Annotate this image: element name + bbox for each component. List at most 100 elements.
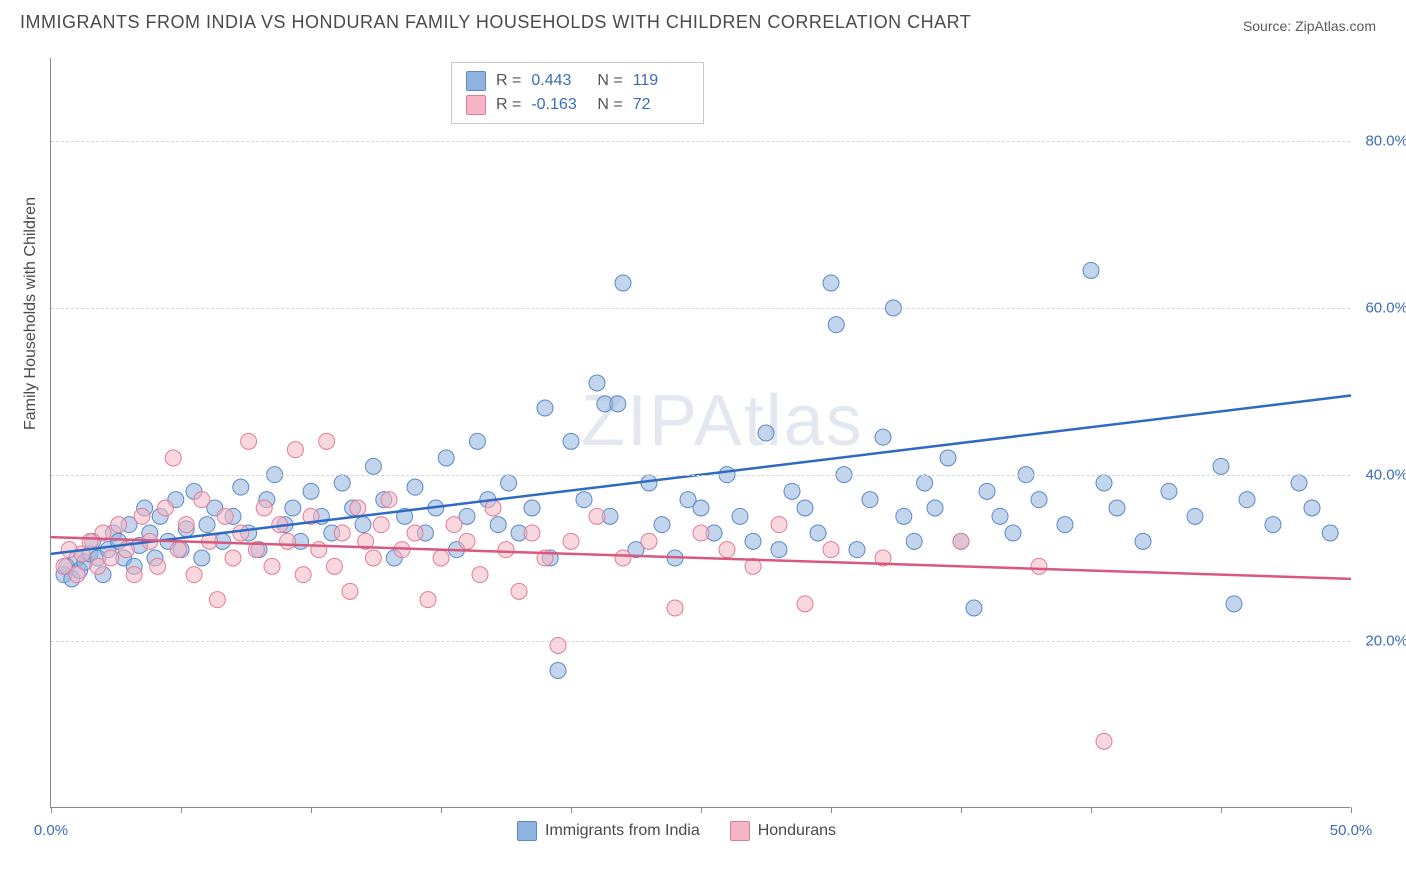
legend-item-india: Immigrants from India [517, 821, 700, 841]
data-point-india [641, 475, 657, 491]
data-point-hondurans [407, 525, 423, 541]
data-point-india [771, 542, 787, 558]
stats-box: R =0.443N =119R =-0.163N =72 [451, 62, 704, 124]
legend-label-india: Immigrants from India [545, 822, 700, 840]
data-point-hondurans [225, 550, 241, 566]
data-point-india [407, 479, 423, 495]
stats-n-label: N = [597, 96, 622, 114]
data-point-india [906, 533, 922, 549]
stats-row-hondurans: R =-0.163N =72 [466, 93, 689, 117]
data-point-india [992, 508, 1008, 524]
data-point-india [501, 475, 517, 491]
x-tick [1221, 807, 1222, 813]
data-point-india [1213, 458, 1229, 474]
stats-n-value-hondurans: 72 [633, 96, 689, 114]
data-point-india [194, 550, 210, 566]
stats-n-value-india: 119 [633, 72, 689, 90]
x-tick-label: 0.0% [34, 822, 68, 839]
data-point-hondurans [194, 492, 210, 508]
data-point-hondurans [311, 542, 327, 558]
gridline-h [51, 475, 1350, 476]
data-point-hondurans [157, 500, 173, 516]
data-point-india [1057, 517, 1073, 533]
gridline-h [51, 141, 1350, 142]
data-point-india [745, 533, 761, 549]
swatch-hondurans [466, 95, 486, 115]
legend-swatch-india [517, 821, 537, 841]
data-point-hondurans [233, 525, 249, 541]
data-point-hondurans [150, 558, 166, 574]
stats-row-india: R =0.443N =119 [466, 69, 689, 93]
data-point-hondurans [365, 550, 381, 566]
data-point-india [365, 458, 381, 474]
data-point-india [1187, 508, 1203, 524]
data-point-hondurans [420, 592, 436, 608]
data-point-india [1226, 596, 1242, 612]
data-point-hondurans [126, 567, 142, 583]
data-point-india [784, 483, 800, 499]
data-point-hondurans [550, 638, 566, 654]
x-tick [701, 807, 702, 813]
chart-svg [51, 58, 1351, 808]
x-tick [181, 807, 182, 813]
data-point-india [654, 517, 670, 533]
stats-n-label: N = [597, 72, 622, 90]
data-point-india [732, 508, 748, 524]
data-point-india [285, 500, 301, 516]
bottom-legend: Immigrants from India Hondurans [517, 821, 836, 841]
data-point-hondurans [165, 450, 181, 466]
data-point-hondurans [719, 542, 735, 558]
data-point-hondurans [334, 525, 350, 541]
chart-title: IMMIGRANTS FROM INDIA VS HONDURAN FAMILY… [20, 12, 971, 33]
data-point-india [1291, 475, 1307, 491]
y-tick-label: 60.0% [1365, 300, 1406, 317]
data-point-hondurans [615, 550, 631, 566]
data-point-hondurans [446, 517, 462, 533]
legend-label-hondurans: Hondurans [758, 822, 836, 840]
data-point-hondurans [134, 508, 150, 524]
data-point-hondurans [319, 433, 335, 449]
data-point-india [862, 492, 878, 508]
data-point-hondurans [287, 442, 303, 458]
data-point-hondurans [511, 583, 527, 599]
data-point-hondurans [589, 508, 605, 524]
data-point-hondurans [563, 533, 579, 549]
data-point-hondurans [524, 525, 540, 541]
data-point-india [758, 425, 774, 441]
x-tick [1091, 807, 1092, 813]
data-point-india [303, 483, 319, 499]
data-point-hondurans [69, 567, 85, 583]
data-point-india [576, 492, 592, 508]
stats-r-label: R = [496, 72, 521, 90]
data-point-india [1161, 483, 1177, 499]
data-point-hondurans [241, 433, 257, 449]
x-tick [961, 807, 962, 813]
data-point-india [589, 375, 605, 391]
data-point-india [524, 500, 540, 516]
data-point-india [550, 663, 566, 679]
data-point-hondurans [209, 592, 225, 608]
data-point-india [1083, 263, 1099, 279]
data-point-india [1031, 492, 1047, 508]
data-point-hondurans [498, 542, 514, 558]
data-point-india [1135, 533, 1151, 549]
source-label: Source: ZipAtlas.com [1243, 18, 1376, 34]
data-point-hondurans [433, 550, 449, 566]
data-point-hondurans [280, 533, 296, 549]
x-tick-label: 50.0% [1330, 822, 1373, 839]
data-point-india [940, 450, 956, 466]
data-point-india [1096, 475, 1112, 491]
data-point-hondurans [295, 567, 311, 583]
data-point-india [355, 517, 371, 533]
data-point-india [233, 479, 249, 495]
data-point-hondurans [373, 517, 389, 533]
data-point-india [1109, 500, 1125, 516]
y-tick-label: 20.0% [1365, 633, 1406, 650]
data-point-hondurans [178, 517, 194, 533]
y-tick-label: 40.0% [1365, 466, 1406, 483]
data-point-india [199, 517, 215, 533]
data-point-hondurans [771, 517, 787, 533]
data-point-hondurans [1031, 558, 1047, 574]
x-tick [441, 807, 442, 813]
data-point-india [693, 500, 709, 516]
